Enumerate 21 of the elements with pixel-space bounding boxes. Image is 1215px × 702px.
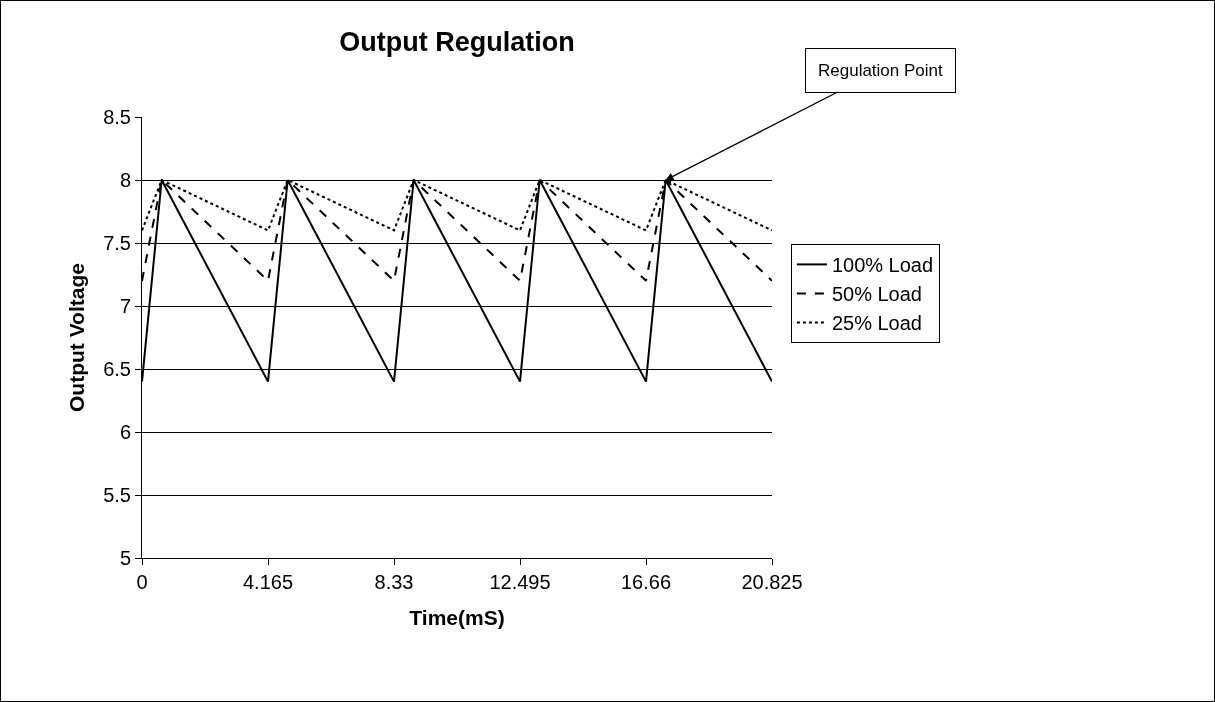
- legend-label: 100% Load: [831, 254, 934, 277]
- legend-label: 50% Load: [831, 283, 922, 306]
- chart-title: Output Regulation: [339, 27, 575, 58]
- y-tick-label: 8: [119, 169, 131, 191]
- y-tick-label: 8.5: [103, 106, 131, 128]
- y-tick-label: 6: [119, 421, 131, 443]
- x-tick-label: 12.495: [489, 571, 551, 593]
- x-axis-title: Time(mS): [409, 606, 505, 630]
- y-axis-title: Output Voltage: [65, 263, 89, 412]
- x-tick-label: 4.165: [242, 571, 294, 593]
- legend-label: 25% Load: [831, 312, 922, 335]
- y-tick-label: 5: [119, 547, 131, 569]
- y-tick-label: 6.5: [103, 358, 131, 380]
- annotation: Regulation Point: [818, 61, 944, 80]
- y-tick-label: 7.5: [103, 232, 131, 254]
- y-tick-label: 7: [119, 295, 131, 317]
- x-tick-label: 0: [136, 571, 148, 593]
- y-tick-label: 5.5: [103, 484, 131, 506]
- x-tick-label: 8.33: [374, 571, 414, 593]
- x-tick-label: 16.66: [620, 571, 672, 593]
- x-tick-label: 20.825: [741, 571, 803, 593]
